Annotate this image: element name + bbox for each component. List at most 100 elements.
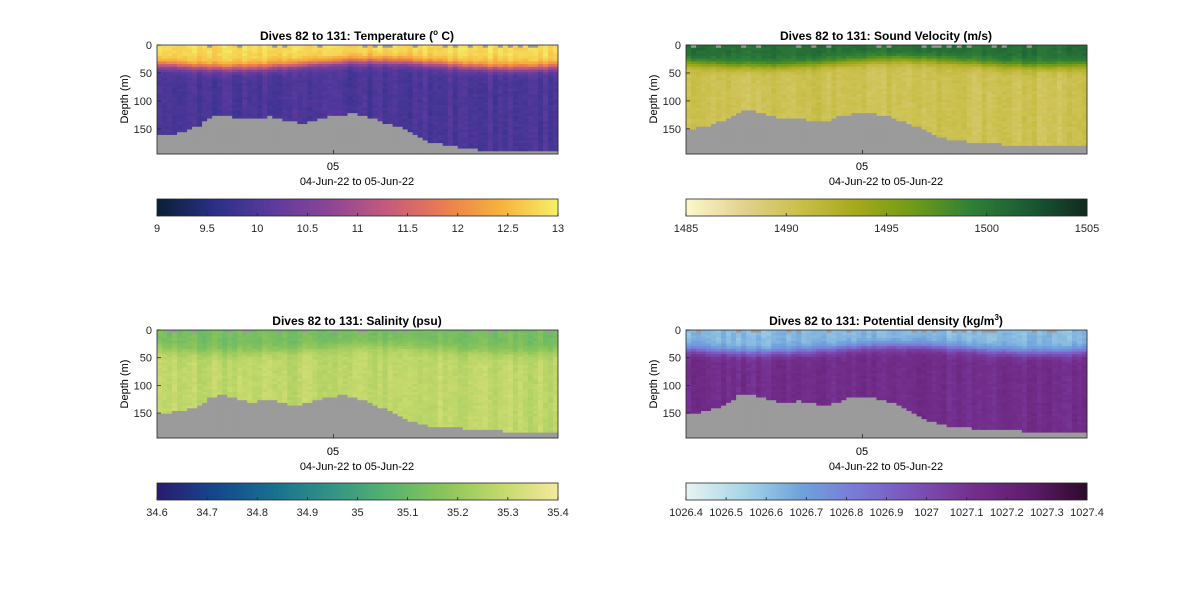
heatmap-cell — [811, 85, 817, 90]
heatmap-cell — [751, 47, 757, 51]
heatmap-cell — [731, 88, 737, 92]
heatmap-cell — [457, 85, 464, 90]
heatmap-cell — [442, 143, 449, 147]
heatmap-cell — [746, 134, 752, 139]
heatmap-cell — [292, 96, 298, 100]
heatmap-cell — [751, 61, 757, 65]
heatmap-cell — [252, 148, 258, 152]
heatmap-cell — [267, 55, 273, 60]
heatmap-cell — [507, 91, 514, 95]
heatmap-cell — [761, 72, 767, 76]
heatmap-cell — [861, 132, 867, 136]
heatmap-cell — [347, 85, 353, 90]
heatmap-cell — [756, 118, 762, 122]
heatmap-cell — [711, 134, 717, 139]
colorbar-tick-label: 11 — [352, 223, 363, 235]
heatmap-cell — [736, 50, 742, 54]
heatmap-cell — [237, 61, 243, 65]
heatmap-cell — [801, 137, 807, 141]
heatmap-cell — [212, 94, 218, 98]
heatmap-cell — [427, 107, 434, 111]
heatmap-cell — [482, 50, 489, 54]
heatmap-cell — [547, 83, 554, 87]
heatmap-cell — [502, 113, 509, 117]
heatmap-cell — [172, 104, 178, 109]
heatmap-cell — [377, 61, 383, 65]
heatmap-cell — [287, 55, 293, 60]
heatmap-cell — [362, 83, 368, 87]
heatmap-cell — [706, 55, 712, 60]
heatmap-cell — [407, 140, 414, 144]
heatmap-cell — [527, 72, 534, 76]
heatmap-cell — [382, 45, 388, 49]
heatmap-cell — [756, 102, 762, 106]
heatmap-cell — [851, 64, 857, 68]
heatmap-cell — [202, 91, 208, 95]
heatmap-cell — [886, 45, 892, 49]
heatmap-cell — [322, 85, 328, 90]
heatmap-cell — [696, 137, 702, 141]
heatmap-cell — [367, 96, 373, 100]
heatmap-cell — [507, 104, 514, 109]
heatmap-cell — [402, 88, 409, 92]
heatmap-cell — [437, 121, 444, 125]
heatmap-cell — [831, 53, 837, 57]
heatmap-cell — [177, 96, 183, 100]
heatmap-cell — [492, 132, 499, 136]
heatmap-cell — [776, 110, 782, 114]
heatmap-cell — [771, 64, 777, 68]
heatmap-cell — [786, 104, 792, 109]
heatmap-cell — [806, 129, 812, 133]
heatmap-cell — [796, 77, 802, 81]
heatmap-cell — [711, 53, 717, 57]
heatmap-cell — [237, 124, 243, 128]
heatmap-cell — [786, 110, 792, 114]
heatmap-cell — [856, 55, 862, 60]
heatmap-cell — [801, 148, 807, 152]
heatmap-cell — [272, 137, 278, 141]
heatmap-cell — [791, 113, 797, 117]
colorbar-segment — [370, 199, 375, 216]
heatmap-cell — [512, 140, 519, 144]
heatmap-cell — [257, 45, 263, 49]
heatmap-cell — [427, 151, 434, 155]
heatmap-cell — [242, 104, 248, 109]
heatmap-cell — [242, 85, 248, 90]
heatmap-cell — [801, 129, 807, 133]
heatmap-cell — [706, 58, 712, 62]
heatmap-cell — [517, 145, 524, 149]
colorbar-segment — [394, 199, 399, 216]
heatmap-cell — [522, 107, 529, 111]
heatmap-cell — [751, 83, 757, 87]
heatmap-cell — [552, 91, 559, 95]
heatmap-cell — [422, 77, 429, 81]
heatmap-cell — [217, 88, 223, 92]
heatmap-cell — [307, 61, 313, 65]
heatmap-cell — [507, 61, 514, 65]
heatmap-cell — [452, 47, 459, 51]
heatmap-cell — [337, 151, 343, 155]
heatmap-cell — [392, 137, 398, 141]
heatmap-cell — [751, 134, 757, 139]
heatmap-cell — [452, 121, 459, 125]
heatmap-cell — [746, 145, 752, 149]
heatmap-cell — [741, 126, 747, 130]
heatmap-cell — [447, 134, 454, 139]
heatmap-cell — [711, 58, 717, 62]
heatmap-cell — [347, 115, 353, 119]
heatmap-cell — [517, 140, 524, 144]
heatmap-cell — [432, 83, 439, 87]
heatmap-cell — [497, 94, 504, 98]
heatmap-cell — [736, 58, 742, 62]
heatmap-cell — [417, 85, 424, 90]
heatmap-cell — [786, 64, 792, 68]
heatmap-cell — [437, 104, 444, 109]
heatmap-cell — [696, 113, 702, 117]
heatmap-cell — [886, 80, 892, 84]
heatmap-cell — [871, 99, 877, 103]
heatmap-cell — [811, 137, 817, 141]
heatmap-cell — [392, 118, 398, 122]
heatmap-cell — [881, 47, 887, 51]
heatmap-cell — [402, 50, 409, 54]
heatmap-cell — [337, 126, 343, 130]
